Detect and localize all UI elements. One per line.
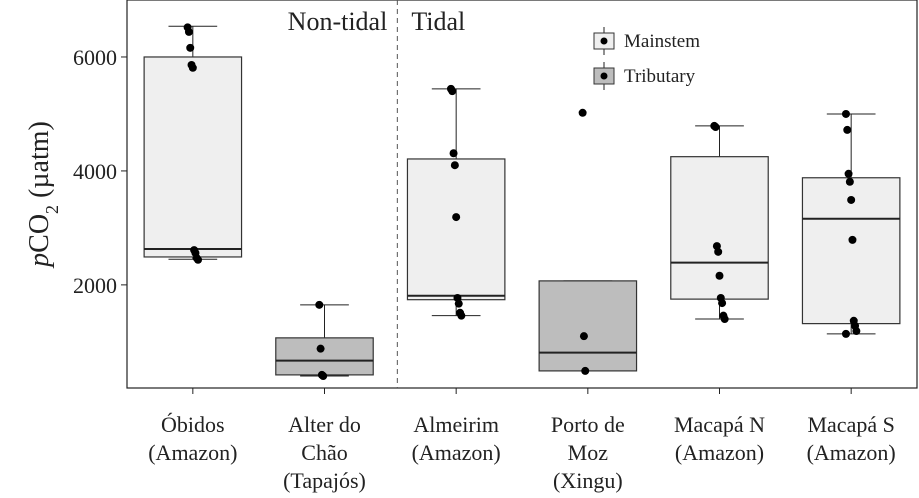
annotation: Tidal bbox=[411, 7, 465, 36]
x-tick-label: (Amazon) bbox=[807, 440, 896, 465]
data-point bbox=[448, 87, 457, 96]
data-point bbox=[452, 213, 461, 222]
legend-label: Tributary bbox=[624, 66, 696, 87]
x-tick-label: (Xingu) bbox=[553, 468, 623, 493]
legend-label: Mainstem bbox=[624, 31, 700, 52]
data-point bbox=[718, 299, 727, 308]
data-point bbox=[845, 177, 854, 186]
x-tick-label: (Amazon) bbox=[148, 440, 237, 465]
data-point bbox=[316, 344, 325, 353]
y-tick-label: 4000 bbox=[73, 159, 117, 184]
y-axis-label-part: (µatm) bbox=[24, 121, 55, 205]
data-point bbox=[841, 329, 850, 338]
data-point bbox=[720, 315, 729, 324]
y-axis-label-part: 2 bbox=[42, 205, 62, 214]
data-point bbox=[715, 271, 724, 280]
data-point bbox=[454, 299, 463, 308]
y-tick-label: 2000 bbox=[73, 273, 117, 298]
x-tick-label: (Amazon) bbox=[675, 440, 764, 465]
box bbox=[406, 158, 506, 301]
data-point bbox=[847, 195, 856, 204]
y-axis-label-part: CO bbox=[24, 214, 55, 253]
data-point bbox=[457, 311, 466, 320]
data-point bbox=[714, 247, 723, 256]
data-point bbox=[848, 235, 857, 244]
data-point bbox=[449, 149, 458, 158]
x-tick-label: Óbidos bbox=[161, 412, 225, 437]
x-tick-label: (Tapajós) bbox=[283, 468, 366, 493]
data-point bbox=[579, 332, 588, 341]
legend-key-point bbox=[600, 37, 608, 45]
data-point bbox=[319, 372, 328, 381]
y-axis-label: pCO2 (µatm) bbox=[24, 121, 62, 269]
data-point bbox=[194, 255, 203, 264]
legend-key-point bbox=[600, 72, 608, 80]
x-tick-label: Alter do bbox=[288, 412, 361, 437]
data-point bbox=[188, 63, 197, 72]
data-point bbox=[186, 43, 195, 52]
box bbox=[143, 56, 243, 258]
x-tick-label: Macapá N bbox=[674, 412, 765, 437]
data-point bbox=[450, 161, 459, 170]
data-point bbox=[578, 108, 587, 117]
annotation: Non-tidal bbox=[288, 7, 388, 36]
x-tick-label: Porto de bbox=[551, 412, 625, 437]
x-tick-label: (Amazon) bbox=[412, 440, 501, 465]
x-tick-label: Macapá S bbox=[807, 412, 894, 437]
box bbox=[538, 280, 638, 372]
data-point bbox=[711, 123, 720, 132]
y-tick-label: 6000 bbox=[73, 45, 117, 70]
data-point bbox=[844, 169, 853, 178]
data-point bbox=[843, 125, 852, 134]
box bbox=[275, 337, 374, 376]
x-tick-label: Almeirim bbox=[413, 412, 499, 437]
plot-area bbox=[126, 0, 918, 389]
data-point bbox=[315, 300, 324, 309]
x-tick-label: Moz bbox=[568, 440, 609, 465]
data-point bbox=[581, 366, 590, 375]
y-axis-label-part: p bbox=[24, 253, 55, 269]
data-point bbox=[184, 27, 193, 36]
data-point bbox=[852, 327, 861, 336]
x-tick-label: Chão bbox=[301, 440, 347, 465]
data-point bbox=[841, 109, 850, 118]
